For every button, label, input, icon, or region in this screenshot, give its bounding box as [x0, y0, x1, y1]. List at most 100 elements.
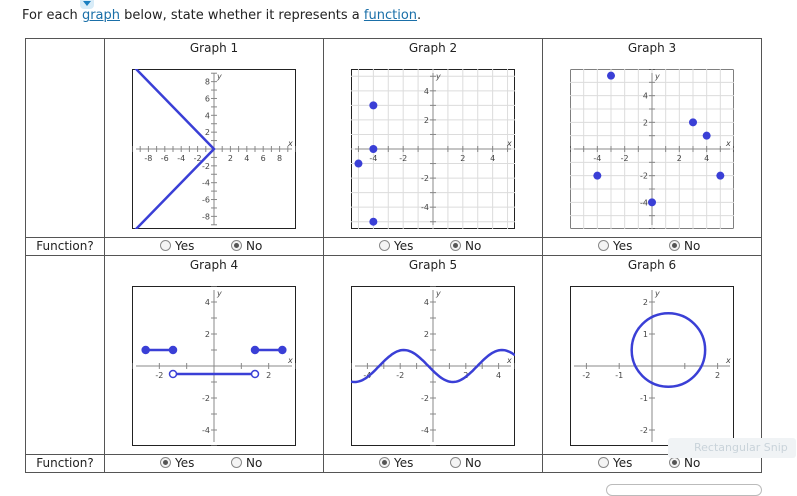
empty-cell	[25, 255, 105, 455]
x-tick-label: 2	[677, 154, 682, 163]
x-tick-label: 2	[266, 371, 271, 380]
x-tick-label: -1	[615, 371, 623, 380]
x-axis-var: x	[725, 356, 731, 365]
radio-no-button[interactable]	[231, 240, 242, 251]
radio-no-option[interactable]: No	[231, 455, 262, 472]
y-tick-label: -1	[640, 394, 648, 403]
radio-yes-option[interactable]: Yes	[160, 238, 194, 255]
data-point	[354, 159, 363, 168]
y-tick-label: -2	[640, 172, 648, 181]
radio-yes-option[interactable]: Yes	[379, 238, 413, 255]
radio-yes-button[interactable]	[598, 240, 609, 251]
instruction-text: For each graph below, state whether it r…	[22, 8, 421, 23]
y-tick-label: 6	[205, 94, 210, 103]
radio-group-2: Yes No	[324, 238, 542, 255]
radio-yes-button[interactable]	[160, 240, 171, 251]
radio-group-3: Yes No	[543, 238, 761, 255]
radio-yes-button[interactable]	[160, 457, 171, 468]
y-tick-label: 2	[643, 118, 648, 127]
x-axis-var: x	[506, 356, 512, 365]
y-tick-label: -2	[421, 174, 429, 183]
partial-button[interactable]	[606, 484, 762, 496]
graph-5-plot: -4 -2 2 442-2-4xy	[351, 286, 515, 446]
x-axis-var: x	[287, 356, 293, 365]
graph-4-plot: -2 2 4 2 -2 -4 x y	[132, 286, 296, 446]
graph-3-plot: -4 -2 2 4 4 2 -2 -4 x y	[570, 69, 734, 229]
y-axis-var: y	[654, 289, 660, 298]
radio-yes-button[interactable]	[379, 240, 390, 251]
radio-yes-label: Yes	[175, 456, 195, 470]
data-point	[689, 118, 697, 127]
radio-no-label: No	[465, 239, 482, 253]
x-tick-label: 4	[490, 154, 495, 163]
dropdown-marker[interactable]	[80, 0, 94, 9]
x-tick-label: -2	[155, 371, 163, 380]
y-tick-label: -4	[421, 426, 429, 435]
y-tick-label: -4	[421, 203, 429, 212]
graph-6-plot: -2 -1 2 2 1 -1 -2 x y	[570, 286, 734, 446]
radio-no-label: No	[246, 456, 263, 470]
graph-title: Graph 3	[627, 41, 677, 55]
radio-no-option[interactable]: No	[450, 455, 481, 472]
y-tick-label: 4	[424, 298, 429, 307]
y-tick-label: 2	[205, 330, 210, 339]
y-axis-var: y	[435, 289, 441, 298]
graph-link[interactable]: graph	[81, 8, 120, 23]
y-tick-label: -8	[202, 212, 210, 221]
x-tick-label: 4	[704, 154, 709, 163]
graph-cell-3: Graph 3 -4 -2 2 4 4 2 -2 -4 x y	[542, 38, 762, 238]
radio-no-button[interactable]	[231, 457, 242, 468]
function-row-label: Function?	[25, 237, 105, 256]
circle-curve	[630, 312, 707, 388]
function-row-label: Function?	[25, 454, 105, 473]
radio-yes-option[interactable]: Yes	[598, 455, 632, 472]
radio-no-button[interactable]	[450, 240, 461, 251]
data-point	[593, 171, 602, 180]
graph-table: Graph 1 -8 -6 -4 -2 2 4 6 8 8 6 4 2 -2 -4 -6 -8 x y Graph…	[25, 38, 762, 473]
graph-cell-5: Graph 5 -4 -2 2 4 4 2 -2 -4 x y	[323, 255, 543, 455]
x-tick-label: 2	[460, 154, 465, 163]
y-tick-label: -2	[421, 394, 429, 403]
radio-group-6: Yes No	[543, 455, 761, 472]
radio-no-label: No	[465, 456, 482, 470]
graph-title: Graph 2	[408, 41, 458, 55]
y-axis-var: y	[216, 72, 222, 81]
graph-cell-2: Graph 2 -4 -2 2 4 4 2 -2 -4 x y	[323, 38, 543, 238]
radio-no-option[interactable]: No	[669, 238, 700, 255]
radio-no-button[interactable]	[669, 457, 680, 468]
x-tick-label: -2	[194, 154, 202, 163]
data-point	[648, 198, 656, 207]
radio-yes-option[interactable]: Yes	[598, 238, 632, 255]
radio-no-option[interactable]: No	[450, 238, 481, 255]
radio-yes-button[interactable]	[598, 457, 609, 468]
graph-cell-4: Graph 4 -2 2 4 2 -2 -4 x y	[104, 255, 324, 455]
radio-yes-label: Yes	[613, 456, 633, 470]
endpoint	[250, 369, 260, 379]
y-tick-label: 8	[205, 78, 210, 87]
x-tick-label: 4	[244, 154, 249, 163]
empty-cell	[25, 38, 105, 238]
radio-group-5: Yes No	[324, 455, 542, 472]
y-axis-var: y	[435, 72, 441, 81]
x-tick-label: -4	[369, 154, 377, 163]
x-tick-label: -4	[177, 154, 185, 163]
y-tick-label: 2	[424, 330, 429, 339]
function-link[interactable]: function	[363, 8, 418, 23]
y-axis-var: y	[216, 289, 222, 298]
x-tick-label: -4	[593, 154, 601, 163]
radio-no-button[interactable]	[450, 457, 461, 468]
radio-no-button[interactable]	[669, 240, 680, 251]
graph-title: Graph 6	[627, 258, 677, 272]
x-tick-label: 4	[496, 371, 501, 380]
radio-no-label: No	[246, 239, 263, 253]
x-tick-label: -2	[582, 371, 590, 380]
radio-yes-option[interactable]: Yes	[160, 455, 194, 472]
endpoint	[168, 369, 178, 379]
radio-yes-option[interactable]: Yes	[379, 455, 413, 472]
radio-no-option[interactable]: No	[231, 238, 262, 255]
y-axis-var: y	[654, 72, 660, 81]
radio-yes-button[interactable]	[379, 457, 390, 468]
radio-group-4: Yes No	[105, 455, 323, 472]
y-tick-label: -6	[202, 196, 210, 205]
x-tick-label: -8	[144, 154, 152, 163]
